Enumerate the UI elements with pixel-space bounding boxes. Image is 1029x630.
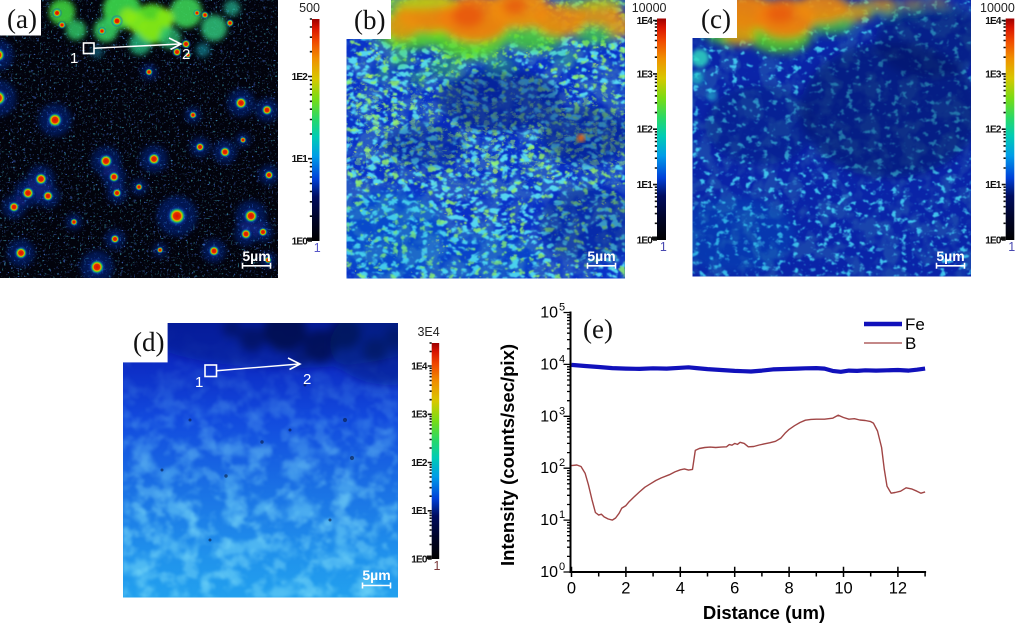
- svg-text:0: 0: [559, 561, 565, 573]
- svg-text:1: 1: [559, 509, 565, 521]
- svg-text:1E4: 1E4: [985, 16, 1002, 27]
- svg-text:1E4: 1E4: [637, 16, 654, 27]
- svg-text:1E2: 1E2: [985, 125, 1002, 136]
- svg-text:1: 1: [314, 241, 321, 255]
- svg-text:(a): (a): [7, 4, 37, 34]
- svg-text:1: 1: [660, 240, 667, 254]
- svg-text:4: 4: [676, 580, 685, 598]
- svg-text:10000: 10000: [980, 1, 1015, 15]
- svg-text:1E1: 1E1: [985, 180, 1002, 191]
- svg-text:1: 1: [195, 374, 203, 391]
- svg-text:5µm: 5µm: [362, 567, 390, 583]
- svg-text:(e): (e): [583, 314, 613, 344]
- svg-text:10: 10: [540, 305, 558, 322]
- svg-text:12: 12: [889, 580, 907, 598]
- svg-text:1E1: 1E1: [411, 506, 428, 517]
- svg-text:10: 10: [540, 408, 558, 425]
- svg-text:Distance (um): Distance (um): [703, 602, 825, 623]
- svg-text:1E3: 1E3: [985, 69, 1002, 80]
- svg-text:0: 0: [567, 580, 576, 598]
- svg-text:1E0: 1E0: [637, 235, 654, 246]
- svg-text:B: B: [905, 334, 916, 353]
- svg-text:1E1: 1E1: [637, 180, 654, 191]
- svg-text:1: 1: [70, 50, 78, 67]
- svg-text:10: 10: [540, 512, 558, 529]
- svg-text:Fe: Fe: [905, 315, 925, 334]
- svg-text:3E4: 3E4: [417, 325, 439, 339]
- svg-text:1E0: 1E0: [292, 236, 309, 247]
- svg-text:5µm: 5µm: [242, 248, 270, 264]
- svg-text:8: 8: [785, 580, 794, 598]
- svg-text:2: 2: [182, 46, 190, 63]
- svg-text:1: 1: [1008, 240, 1015, 254]
- svg-text:10000: 10000: [632, 1, 667, 15]
- svg-text:Intensity (counts/sec/pix): Intensity (counts/sec/pix): [497, 344, 518, 566]
- svg-text:1E2: 1E2: [411, 458, 428, 469]
- svg-text:2: 2: [621, 580, 630, 598]
- svg-text:(d): (d): [133, 327, 164, 357]
- svg-text:3: 3: [559, 405, 565, 417]
- svg-text:5µm: 5µm: [587, 248, 615, 264]
- svg-text:1: 1: [433, 559, 440, 573]
- svg-text:1E2: 1E2: [637, 125, 654, 136]
- svg-text:2: 2: [559, 457, 565, 469]
- svg-text:2: 2: [303, 371, 311, 388]
- svg-text:10: 10: [540, 460, 558, 477]
- svg-text:1E1: 1E1: [292, 154, 309, 165]
- svg-text:4: 4: [559, 353, 565, 365]
- svg-text:1E2: 1E2: [292, 72, 309, 83]
- svg-text:10: 10: [834, 580, 852, 598]
- svg-text:5µm: 5µm: [936, 248, 964, 264]
- svg-text:10: 10: [540, 564, 558, 581]
- svg-text:5: 5: [559, 302, 565, 314]
- svg-text:10: 10: [540, 356, 558, 373]
- svg-text:500: 500: [299, 1, 320, 15]
- svg-text:1E0: 1E0: [985, 235, 1002, 246]
- svg-text:1E0: 1E0: [411, 554, 428, 565]
- svg-text:1E3: 1E3: [411, 410, 428, 421]
- svg-text:(b): (b): [354, 5, 385, 35]
- svg-text:1E3: 1E3: [637, 69, 654, 80]
- svg-text:6: 6: [730, 580, 739, 598]
- svg-text:(c): (c): [701, 4, 731, 34]
- svg-text:1E4: 1E4: [411, 361, 428, 372]
